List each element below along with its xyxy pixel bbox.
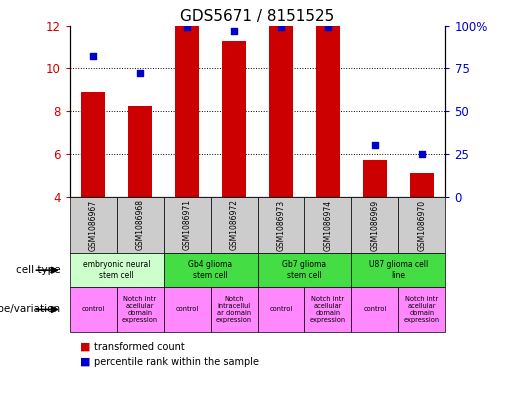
Text: embryonic neural
stem cell: embryonic neural stem cell <box>83 261 150 280</box>
Point <box>136 70 144 77</box>
Text: Notch
intracellul
ar domain
expression: Notch intracellul ar domain expression <box>216 296 252 323</box>
Text: control: control <box>81 307 105 312</box>
Text: ■: ■ <box>80 356 90 367</box>
Text: GSM1086967: GSM1086967 <box>89 199 97 251</box>
Text: Notch intr
acellular
domain
expression: Notch intr acellular domain expression <box>404 296 440 323</box>
Point <box>324 24 332 30</box>
Bar <box>81 92 105 196</box>
Text: GSM1086968: GSM1086968 <box>135 200 145 250</box>
Bar <box>410 173 434 196</box>
Point <box>183 24 191 30</box>
Text: ■: ■ <box>80 342 90 352</box>
Text: Gb4 glioma
stem cell: Gb4 glioma stem cell <box>188 261 233 280</box>
Text: U87 glioma cell
line: U87 glioma cell line <box>369 261 428 280</box>
Point <box>230 28 238 34</box>
Text: Notch intr
acellular
domain
expression: Notch intr acellular domain expression <box>122 296 158 323</box>
Text: cell type: cell type <box>16 265 61 275</box>
Text: control: control <box>176 307 199 312</box>
Bar <box>128 106 152 196</box>
Bar <box>175 26 199 196</box>
Text: control: control <box>269 307 293 312</box>
Bar <box>269 26 293 196</box>
Text: genotype/variation: genotype/variation <box>0 305 61 314</box>
Bar <box>222 40 246 196</box>
Title: GDS5671 / 8151525: GDS5671 / 8151525 <box>180 9 335 24</box>
Text: GSM1086969: GSM1086969 <box>370 199 380 251</box>
Text: GSM1086973: GSM1086973 <box>277 199 285 251</box>
Text: transformed count: transformed count <box>94 342 185 352</box>
Point <box>277 24 285 30</box>
Point <box>371 142 379 148</box>
Text: GSM1086974: GSM1086974 <box>323 199 333 251</box>
Point <box>418 151 426 157</box>
Text: GSM1086972: GSM1086972 <box>230 200 238 250</box>
Bar <box>363 160 387 196</box>
Point <box>89 53 97 59</box>
Text: GSM1086971: GSM1086971 <box>182 200 192 250</box>
Text: Notch intr
acellular
domain
expression: Notch intr acellular domain expression <box>310 296 346 323</box>
Text: percentile rank within the sample: percentile rank within the sample <box>94 356 259 367</box>
Bar <box>316 26 340 196</box>
Text: Gb7 glioma
stem cell: Gb7 glioma stem cell <box>282 261 327 280</box>
Text: GSM1086970: GSM1086970 <box>418 199 426 251</box>
Text: control: control <box>364 307 387 312</box>
